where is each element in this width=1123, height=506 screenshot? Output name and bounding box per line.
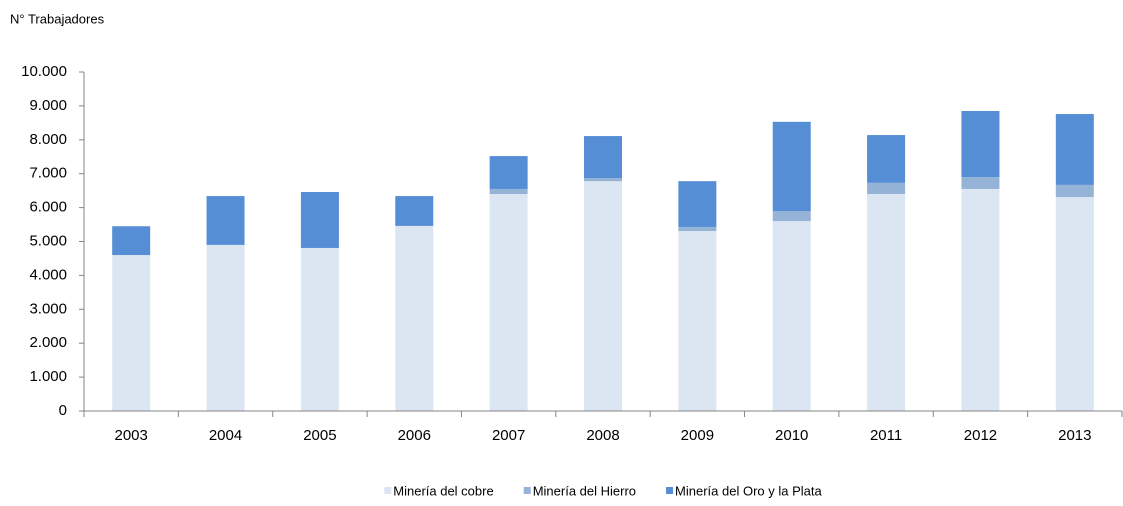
bar-segment	[395, 225, 434, 411]
legend-label: Minería del Oro y la Plata	[675, 483, 822, 498]
x-tick-label: 2003	[114, 427, 147, 444]
bar-segment	[300, 192, 339, 248]
bar-segment	[961, 188, 1000, 411]
x-tick-label: 2012	[964, 427, 997, 444]
bar-segment	[1055, 197, 1094, 411]
bar-segment	[489, 188, 528, 195]
bar-segment	[300, 247, 339, 411]
y-tick-label: 0	[59, 402, 67, 419]
bar-segment	[584, 136, 622, 179]
y-axis-label: N° Trabajadores	[10, 11, 105, 26]
y-tick-label: 1.000	[29, 368, 67, 385]
y-tick-label: 6.000	[29, 199, 67, 216]
bar-segment	[961, 110, 1000, 178]
bar-segment	[867, 135, 906, 183]
y-tick-label: 9.000	[29, 97, 67, 114]
legend-label: Minería del Hierro	[533, 483, 636, 498]
bar-segment	[867, 182, 906, 195]
bar-segment	[1055, 114, 1094, 185]
y-tick-label: 8.000	[29, 131, 67, 148]
legend-swatch	[523, 487, 531, 494]
x-tick-label: 2006	[398, 427, 431, 444]
bar-segment	[867, 194, 906, 411]
bar-segment	[1055, 184, 1094, 198]
bar-segment	[395, 196, 434, 226]
legend-swatch	[666, 487, 674, 494]
bar-segment	[112, 255, 151, 411]
x-tick-label: 2009	[681, 427, 714, 444]
x-tick-label: 2005	[303, 427, 336, 444]
y-tick-label: 5.000	[29, 232, 67, 249]
x-tick-label: 2007	[492, 427, 525, 444]
y-tick-label: 3.000	[29, 300, 67, 317]
bar-segment	[678, 226, 717, 231]
bar-segment	[206, 244, 245, 411]
bar-segment	[206, 196, 245, 245]
x-tick-label: 2011	[870, 427, 902, 444]
bar-segment	[772, 121, 811, 211]
bar-segment	[772, 221, 811, 411]
bar-segment	[678, 181, 717, 227]
bar-segment	[961, 177, 1000, 189]
y-tick-label: 2.000	[29, 334, 67, 351]
bar-segment	[772, 210, 811, 222]
x-tick-label: 2008	[586, 427, 619, 444]
x-tick-label: 2010	[775, 427, 808, 444]
y-tick-label: 4.000	[29, 266, 67, 283]
legend-label: Minería del cobre	[393, 483, 493, 498]
x-tick-label: 2004	[209, 427, 242, 444]
bar-segment	[678, 230, 717, 411]
bar-segment	[112, 226, 151, 256]
bar-segment	[489, 156, 528, 189]
bar-segment	[489, 194, 528, 411]
y-tick-label: 7.000	[29, 165, 67, 182]
x-tick-label: 2013	[1058, 427, 1091, 444]
legend-swatch	[384, 487, 392, 494]
y-tick-label: 10.000	[21, 63, 67, 80]
bar-segment	[584, 181, 622, 411]
bar-segment	[584, 178, 622, 182]
